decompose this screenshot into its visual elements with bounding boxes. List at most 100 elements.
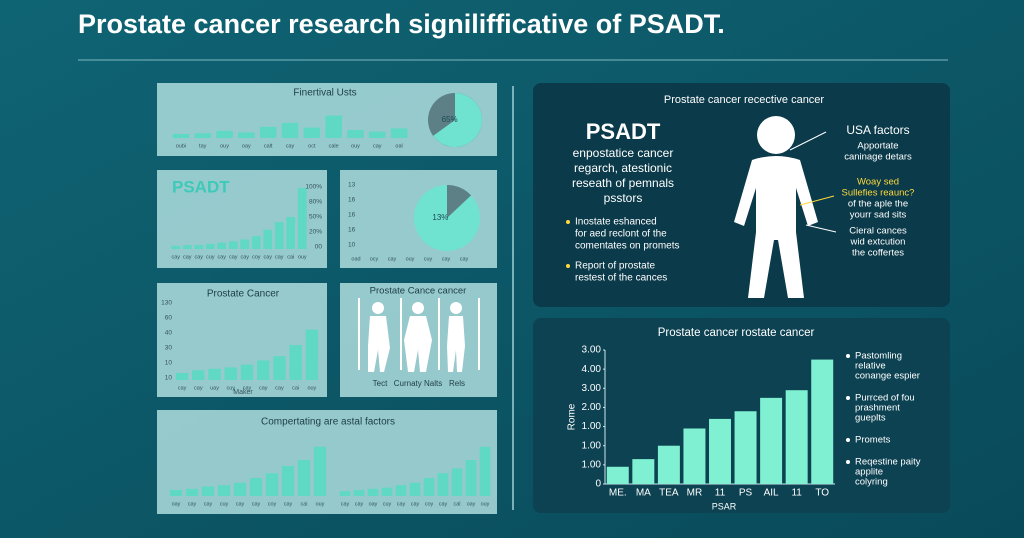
chart-title: Prostate cancer rostate cancer: [658, 327, 815, 339]
bar: [657, 445, 680, 484]
x-tick-label: cuy: [206, 254, 215, 260]
x-tick-label: cay: [286, 143, 295, 149]
x-tick-label: cuy: [226, 385, 235, 391]
label: regarch, atestionic: [574, 161, 672, 175]
bar: [451, 468, 463, 496]
x-tick-label: cay: [263, 254, 272, 260]
bar: [240, 364, 254, 380]
y-tick-label: 13: [348, 182, 356, 189]
x-tick-label: ouy: [298, 254, 307, 260]
bar: [409, 482, 421, 496]
x-tick-label: cay: [236, 501, 245, 507]
bar: [274, 222, 284, 249]
bar: [217, 242, 227, 249]
pie-slice: [433, 93, 483, 147]
x-tick-label: ouy: [220, 143, 229, 149]
x-tick-label: ouy: [351, 143, 360, 149]
x-tick-label: cai: [300, 501, 307, 507]
x-tick-label: cay: [188, 501, 197, 507]
label: relative: [855, 361, 886, 372]
bar: [760, 397, 783, 484]
bar: [297, 460, 311, 496]
bar: [479, 446, 491, 496]
y-tick-label: 1.00: [582, 421, 602, 432]
bar: [297, 188, 307, 249]
x-tick-label: 11: [715, 488, 726, 499]
x-tick-label: cuy: [424, 256, 433, 262]
bar: [171, 245, 181, 249]
x-tick-label: cay: [194, 254, 203, 260]
bar: [205, 243, 215, 249]
bar: [325, 115, 342, 138]
x-tick-label: cay: [388, 256, 397, 262]
x-tick-label: TO: [815, 488, 829, 499]
figure-label: Tect: [373, 379, 388, 388]
label: restest of the cances: [575, 273, 667, 284]
x-tick-label: cay: [178, 385, 187, 391]
label: Prostate cancer recective cancer: [664, 94, 825, 106]
annotation: Sullefies reaunc?: [842, 188, 915, 199]
bar: [606, 466, 629, 484]
x-tick-label: AIL: [764, 488, 779, 499]
y-tick-label: 16: [348, 212, 356, 219]
bar: [194, 133, 212, 138]
label: comentates on promets: [575, 241, 680, 252]
x-tick-label: oay: [467, 501, 476, 507]
x-tick-label: oubi: [176, 143, 186, 149]
x-tick-label: cay: [373, 143, 382, 149]
bar: [208, 368, 221, 380]
label: Compertating are astal factors: [261, 417, 395, 428]
bar: [339, 491, 351, 496]
label: applite: [855, 467, 883, 478]
x-tick-label: cay: [217, 254, 226, 260]
annotation: of the aple the: [848, 199, 908, 210]
label: psstors: [604, 191, 643, 205]
x-tick-label: ouy: [307, 385, 316, 391]
label: Report of prostate: [575, 261, 655, 272]
x-tick-label: cay: [183, 254, 192, 260]
label: Finertival Usts: [293, 88, 356, 99]
bar: [238, 132, 255, 138]
x-tick-label: cay: [411, 501, 420, 507]
bar: [169, 490, 183, 496]
bullet: [846, 354, 850, 358]
x-tick-label: cay: [275, 254, 284, 260]
bar: [305, 329, 319, 380]
x-tick-label: cai: [292, 385, 299, 391]
bar: [192, 370, 205, 380]
annotation: the coffertes: [852, 248, 904, 259]
x-tick-label: cay: [204, 501, 213, 507]
x-tick-label: cay: [341, 501, 350, 507]
bullet: [566, 264, 570, 268]
y-tick-label: 1.00: [582, 440, 602, 451]
bar: [423, 478, 435, 496]
bar: [367, 488, 379, 496]
annotation: Apportate: [857, 141, 898, 152]
bullet: [846, 438, 850, 442]
y-tick-label: 2.00: [582, 402, 602, 413]
label: Inostate eshanced: [575, 217, 657, 228]
bar: [185, 488, 199, 496]
bar: [263, 229, 273, 249]
pie-slice: [447, 185, 472, 218]
bar: [233, 482, 247, 496]
label: Prostate Cancer: [207, 289, 280, 300]
label: Promets: [855, 435, 891, 446]
bar: [259, 126, 277, 138]
bar: [390, 128, 408, 138]
x-tick-label: cay: [439, 501, 448, 507]
x-tick-label: TEA: [659, 488, 679, 499]
figure-label: Rels: [449, 379, 465, 388]
bar: [347, 130, 364, 138]
x-tick-label: oal: [395, 143, 402, 149]
bar: [251, 236, 261, 249]
y-tick-label: 10: [165, 360, 173, 367]
label: Reqestine paity: [855, 457, 921, 468]
y-tick-label: 0: [595, 479, 601, 490]
y-tick-label: 3.00: [582, 345, 602, 356]
x-tick-label: ME.: [609, 488, 627, 499]
y-tick-label: 60: [165, 315, 173, 322]
pointers: [789, 131, 837, 233]
bar: [313, 446, 327, 496]
bar: [465, 460, 477, 496]
